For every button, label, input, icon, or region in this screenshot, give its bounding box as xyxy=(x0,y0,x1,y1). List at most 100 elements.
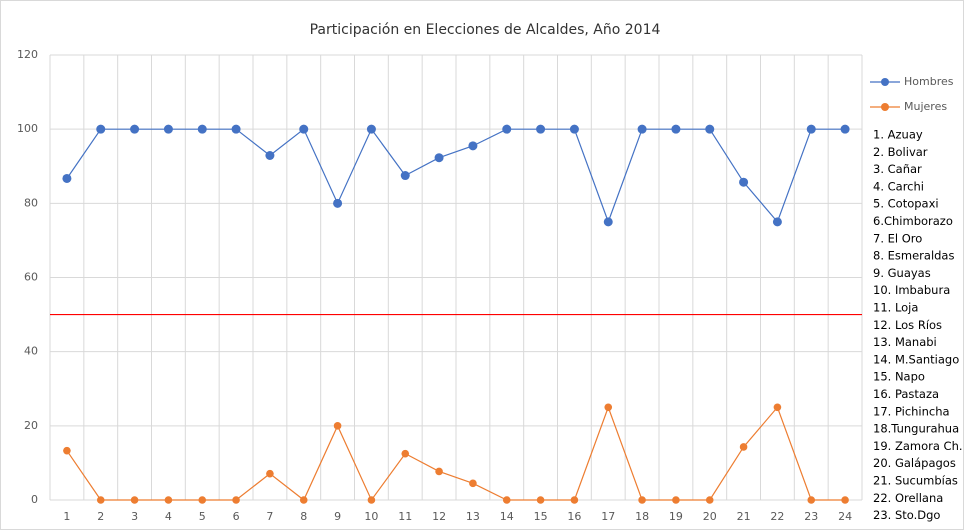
x-tick-label: 3 xyxy=(131,510,138,523)
data-point xyxy=(333,198,343,208)
data-point xyxy=(164,496,173,504)
data-point xyxy=(739,177,749,187)
x-tick-label: 7 xyxy=(266,510,273,523)
data-point xyxy=(130,496,139,504)
note: 23. Sto.Dgo xyxy=(873,508,940,522)
x-tick-label: 11 xyxy=(398,510,412,523)
data-point xyxy=(197,124,207,134)
data-point xyxy=(366,124,376,134)
data-point xyxy=(841,496,849,504)
data-point xyxy=(435,467,443,476)
x-tick-label: 17 xyxy=(601,510,615,523)
data-point xyxy=(772,217,782,227)
note: 3. Cañar xyxy=(873,162,922,176)
legend-label: Hombres xyxy=(904,75,954,88)
data-point xyxy=(569,124,579,134)
x-tick-label: 8 xyxy=(300,510,307,523)
x-tick-label: 10 xyxy=(364,510,378,523)
data-point xyxy=(469,479,477,488)
note: 1. Azuay xyxy=(873,128,923,142)
data-point xyxy=(536,496,545,504)
data-point xyxy=(434,153,444,163)
data-point xyxy=(570,496,579,504)
series-line xyxy=(66,405,846,502)
x-tick-label: 23 xyxy=(804,510,818,523)
x-tick-label: 13 xyxy=(466,510,480,523)
note: 12. Los Ríos xyxy=(873,318,942,332)
data-point xyxy=(266,469,274,478)
data-point xyxy=(299,124,309,134)
data-point xyxy=(198,496,207,504)
x-tick-label: 20 xyxy=(703,510,717,523)
x-tick-label: 6 xyxy=(233,510,240,523)
chart-title: Participación en Elecciones de Alcaldes,… xyxy=(310,22,661,38)
note: 16. Pastaza xyxy=(873,387,939,401)
note: 19. Zamora Ch. xyxy=(873,439,963,453)
note: 20. Galápagos xyxy=(873,456,956,470)
x-tick-label: 19 xyxy=(669,510,683,523)
legend-label: Mujeres xyxy=(904,100,947,113)
data-point xyxy=(265,150,275,160)
note: 21. Sucumbías xyxy=(873,474,958,488)
series-line xyxy=(66,127,846,224)
note: 9. Guayas xyxy=(873,266,931,280)
data-point xyxy=(232,496,240,504)
data-point xyxy=(231,124,241,134)
note: 22. Orellana xyxy=(873,491,943,505)
x-tick-label: 22 xyxy=(770,510,784,523)
note: 18.Tungurahua xyxy=(873,422,959,436)
data-point xyxy=(96,124,106,134)
x-tick-label: 5 xyxy=(199,510,206,523)
note: 8. Esmeraldas xyxy=(873,249,954,263)
data-point xyxy=(739,443,748,451)
x-tick-label: 24 xyxy=(838,510,852,523)
x-tick-label: 2 xyxy=(97,510,104,523)
data-point xyxy=(333,422,342,430)
x-tick-label: 1 xyxy=(63,510,70,523)
note: 11. Loja xyxy=(873,301,918,315)
x-tick-label: 18 xyxy=(635,510,649,523)
note: 14. M.Santiago xyxy=(873,352,959,366)
note: 4. Carchi xyxy=(873,179,924,193)
data-point xyxy=(773,403,782,412)
data-point xyxy=(705,124,715,134)
data-point xyxy=(468,141,478,151)
y-tick-label: 120 xyxy=(17,48,38,61)
data-point xyxy=(62,173,72,183)
data-point xyxy=(638,496,646,504)
data-point xyxy=(536,124,546,134)
data-point xyxy=(96,496,105,504)
data-point xyxy=(502,496,511,504)
x-tick-label: 4 xyxy=(165,510,172,523)
data-point xyxy=(672,496,680,504)
data-point xyxy=(400,171,410,181)
data-point xyxy=(130,124,140,134)
x-tick-label: 15 xyxy=(534,510,548,523)
data-point xyxy=(671,124,681,134)
data-point xyxy=(603,217,613,227)
note: 6.Chimborazo xyxy=(873,214,953,228)
note: 17. Pichincha xyxy=(873,404,950,418)
x-tick-label: 16 xyxy=(567,510,581,523)
data-point xyxy=(806,124,816,134)
data-point xyxy=(367,496,376,504)
x-tick-label: 21 xyxy=(737,510,751,523)
data-point xyxy=(163,124,173,134)
data-point xyxy=(637,124,647,134)
note: 5. Cotopaxi xyxy=(873,197,939,211)
note: 7. El Oro xyxy=(873,231,922,245)
x-tick-label: 9 xyxy=(334,510,341,523)
note: 10. Imbabura xyxy=(873,283,950,297)
x-tick-label: 12 xyxy=(432,510,446,523)
note: 15. Napo xyxy=(873,370,925,384)
y-tick-label: 80 xyxy=(24,196,38,209)
y-tick-label: 100 xyxy=(17,122,38,135)
legend-marker xyxy=(881,78,889,86)
data-point xyxy=(299,496,308,504)
data-point xyxy=(807,496,816,504)
legend-marker xyxy=(881,103,889,111)
data-point xyxy=(840,124,850,134)
note: 13. Manabi xyxy=(873,335,937,349)
data-point xyxy=(63,446,71,455)
